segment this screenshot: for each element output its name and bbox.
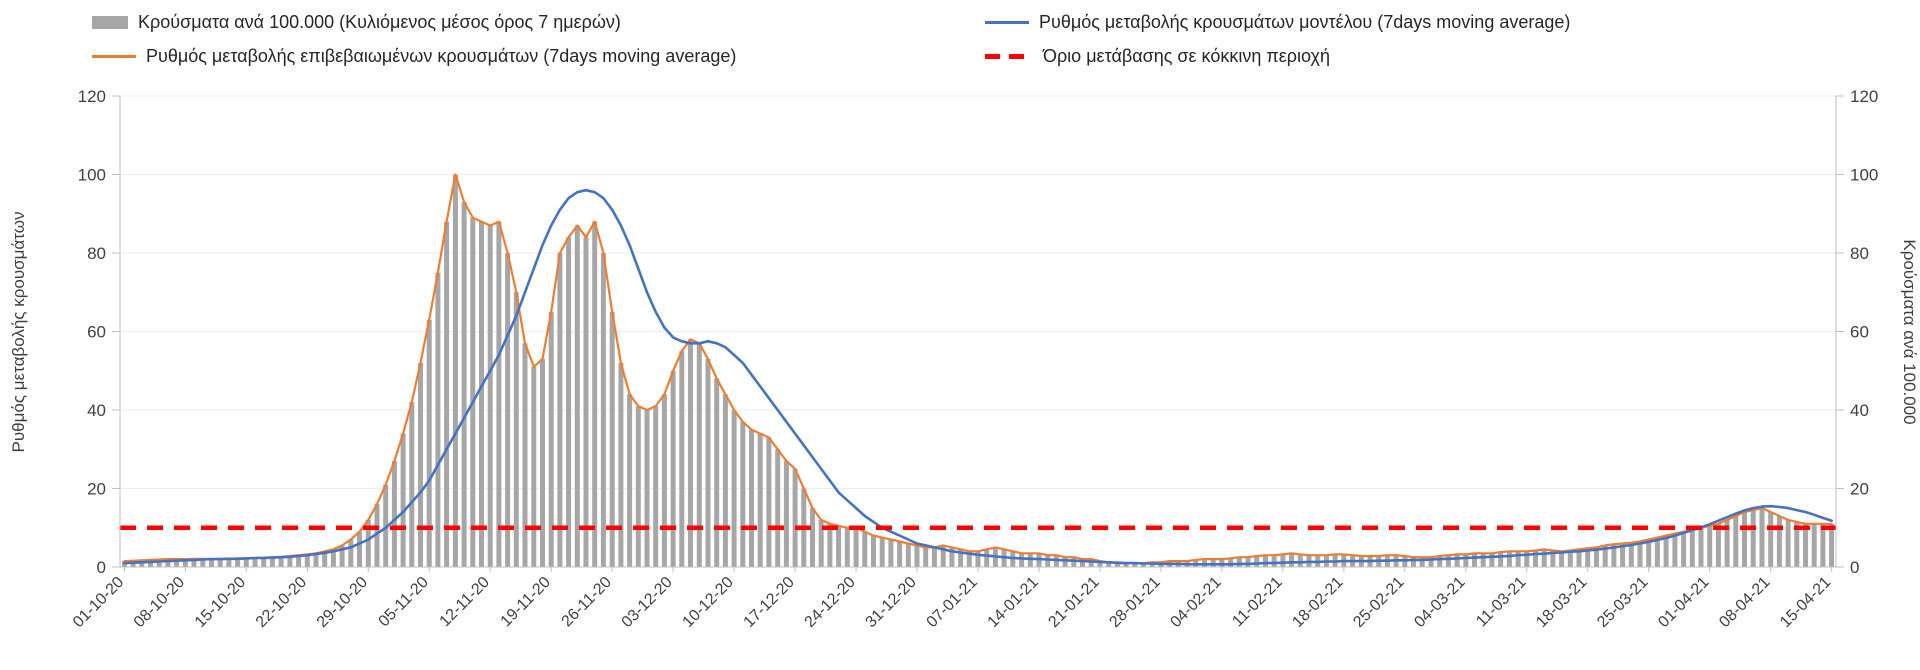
svg-text:01-10-20: 01-10-20 xyxy=(70,574,127,631)
svg-text:120: 120 xyxy=(78,87,106,106)
svg-text:11-02-21: 11-02-21 xyxy=(1229,574,1286,631)
svg-text:20: 20 xyxy=(1850,480,1869,499)
svg-text:22-10-20: 22-10-20 xyxy=(253,574,310,631)
svg-text:14-01-21: 14-01-21 xyxy=(985,574,1042,631)
svg-text:21-01-21: 21-01-21 xyxy=(1045,574,1102,631)
svg-text:80: 80 xyxy=(1850,244,1869,263)
svg-text:15-10-20: 15-10-20 xyxy=(192,574,249,631)
svg-text:12-11-20: 12-11-20 xyxy=(437,574,494,631)
svg-text:0: 0 xyxy=(1850,558,1859,577)
svg-text:10-12-20: 10-12-20 xyxy=(680,574,737,631)
legend-item-red-threshold: Όριο μετάβασης σε κόκκινη περιοχή xyxy=(985,44,1330,68)
gray-bar-swatch-icon xyxy=(92,15,128,29)
svg-text:08-04-21: 08-04-21 xyxy=(1716,574,1773,631)
svg-text:24-12-20: 24-12-20 xyxy=(802,574,859,631)
svg-text:120: 120 xyxy=(1850,87,1878,106)
svg-text:20: 20 xyxy=(87,480,106,499)
model-rate-line xyxy=(123,188,1833,566)
svg-text:25-03-21: 25-03-21 xyxy=(1594,574,1651,631)
legend-label-cases-bars: Κρούσματα ανά 100.000 (Κυλιόμενος μέσος … xyxy=(138,11,621,32)
svg-text:60: 60 xyxy=(1850,323,1869,342)
svg-text:100: 100 xyxy=(78,166,106,185)
confirmed-rate-line xyxy=(123,173,1833,565)
legend-item-cases-bars: Κρούσματα ανά 100.000 (Κυλιόμενος μέσος … xyxy=(92,10,621,34)
blue-line-swatch-icon xyxy=(985,20,1029,24)
svg-text:01-04-21: 01-04-21 xyxy=(1655,574,1712,631)
svg-text:11-03-21: 11-03-21 xyxy=(1473,574,1530,631)
svg-text:19-11-20: 19-11-20 xyxy=(498,574,555,631)
orange-line-swatch-icon xyxy=(92,54,136,58)
gridlines xyxy=(120,95,1836,489)
axis-lines xyxy=(112,95,1844,572)
svg-text:03-12-20: 03-12-20 xyxy=(619,574,676,631)
svg-text:40: 40 xyxy=(87,401,106,420)
svg-text:07-01-21: 07-01-21 xyxy=(924,574,981,631)
legend-label-red-threshold: Όριο μετάβασης σε κόκκινη περιοχή xyxy=(1043,45,1331,66)
svg-text:0: 0 xyxy=(97,558,106,577)
svg-text:80: 80 xyxy=(87,244,106,263)
svg-text:15-04-21: 15-04-21 xyxy=(1777,574,1834,631)
svg-text:28-01-21: 28-01-21 xyxy=(1106,574,1163,631)
y-axis-left-title: Ρυθμός μεταβολής κρουσμάτων xyxy=(9,212,28,453)
svg-text:04-03-21: 04-03-21 xyxy=(1411,574,1468,631)
bars-series xyxy=(121,174,1835,568)
svg-text:18-02-21: 18-02-21 xyxy=(1289,574,1346,631)
svg-text:40: 40 xyxy=(1850,401,1869,420)
svg-text:60: 60 xyxy=(87,323,106,342)
svg-text:18-03-21: 18-03-21 xyxy=(1533,574,1590,631)
svg-text:25-02-21: 25-02-21 xyxy=(1350,574,1407,631)
svg-text:04-02-21: 04-02-21 xyxy=(1167,574,1224,631)
legend-item-model-rate: Ρυθμός μεταβολής κρουσμάτων μοντέλου (7d… xyxy=(985,10,1570,34)
red-dashed-line-swatch-icon xyxy=(985,53,1033,59)
svg-text:17-12-20: 17-12-20 xyxy=(741,574,798,631)
legend-label-confirmed-rate: Ρυθμός μεταβολής επιβεβαιωμένων κρουσμάτ… xyxy=(146,45,737,66)
svg-text:29-10-20: 29-10-20 xyxy=(314,574,371,631)
svg-text:100: 100 xyxy=(1850,166,1878,185)
svg-text:31-12-20: 31-12-20 xyxy=(863,574,920,631)
legend-item-confirmed-rate: Ρυθμός μεταβολής επιβεβαιωμένων κρουσμάτ… xyxy=(92,44,736,68)
svg-text:05-11-20: 05-11-20 xyxy=(376,574,433,631)
svg-text:08-10-20: 08-10-20 xyxy=(131,574,188,631)
legend-label-model-rate: Ρυθμός μεταβολής κρουσμάτων μοντέλου (7d… xyxy=(1039,11,1571,32)
svg-text:26-11-20: 26-11-20 xyxy=(559,574,616,631)
y-axis-right-title: Κρούσματα ανά 100.000 xyxy=(1900,239,1919,424)
